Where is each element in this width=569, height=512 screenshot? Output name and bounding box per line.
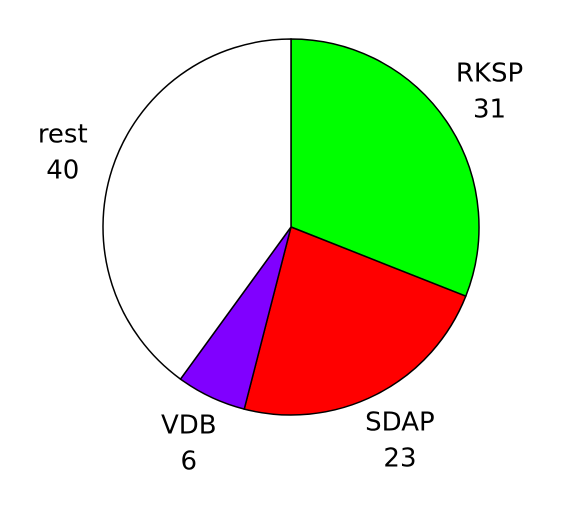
pie-slice <box>102 38 292 381</box>
slice-value: 31 <box>473 95 506 125</box>
slice-value: 23 <box>383 443 416 473</box>
slice-value: 6 <box>181 447 198 477</box>
pie-slice <box>290 38 480 298</box>
slice-label: RKSP <box>456 59 523 89</box>
slice-label: rest <box>38 119 88 149</box>
slice-value: 40 <box>46 155 79 185</box>
slice-label: SDAP <box>365 407 435 437</box>
pie-slice <box>243 225 467 416</box>
slice-label: VDB <box>161 411 217 441</box>
